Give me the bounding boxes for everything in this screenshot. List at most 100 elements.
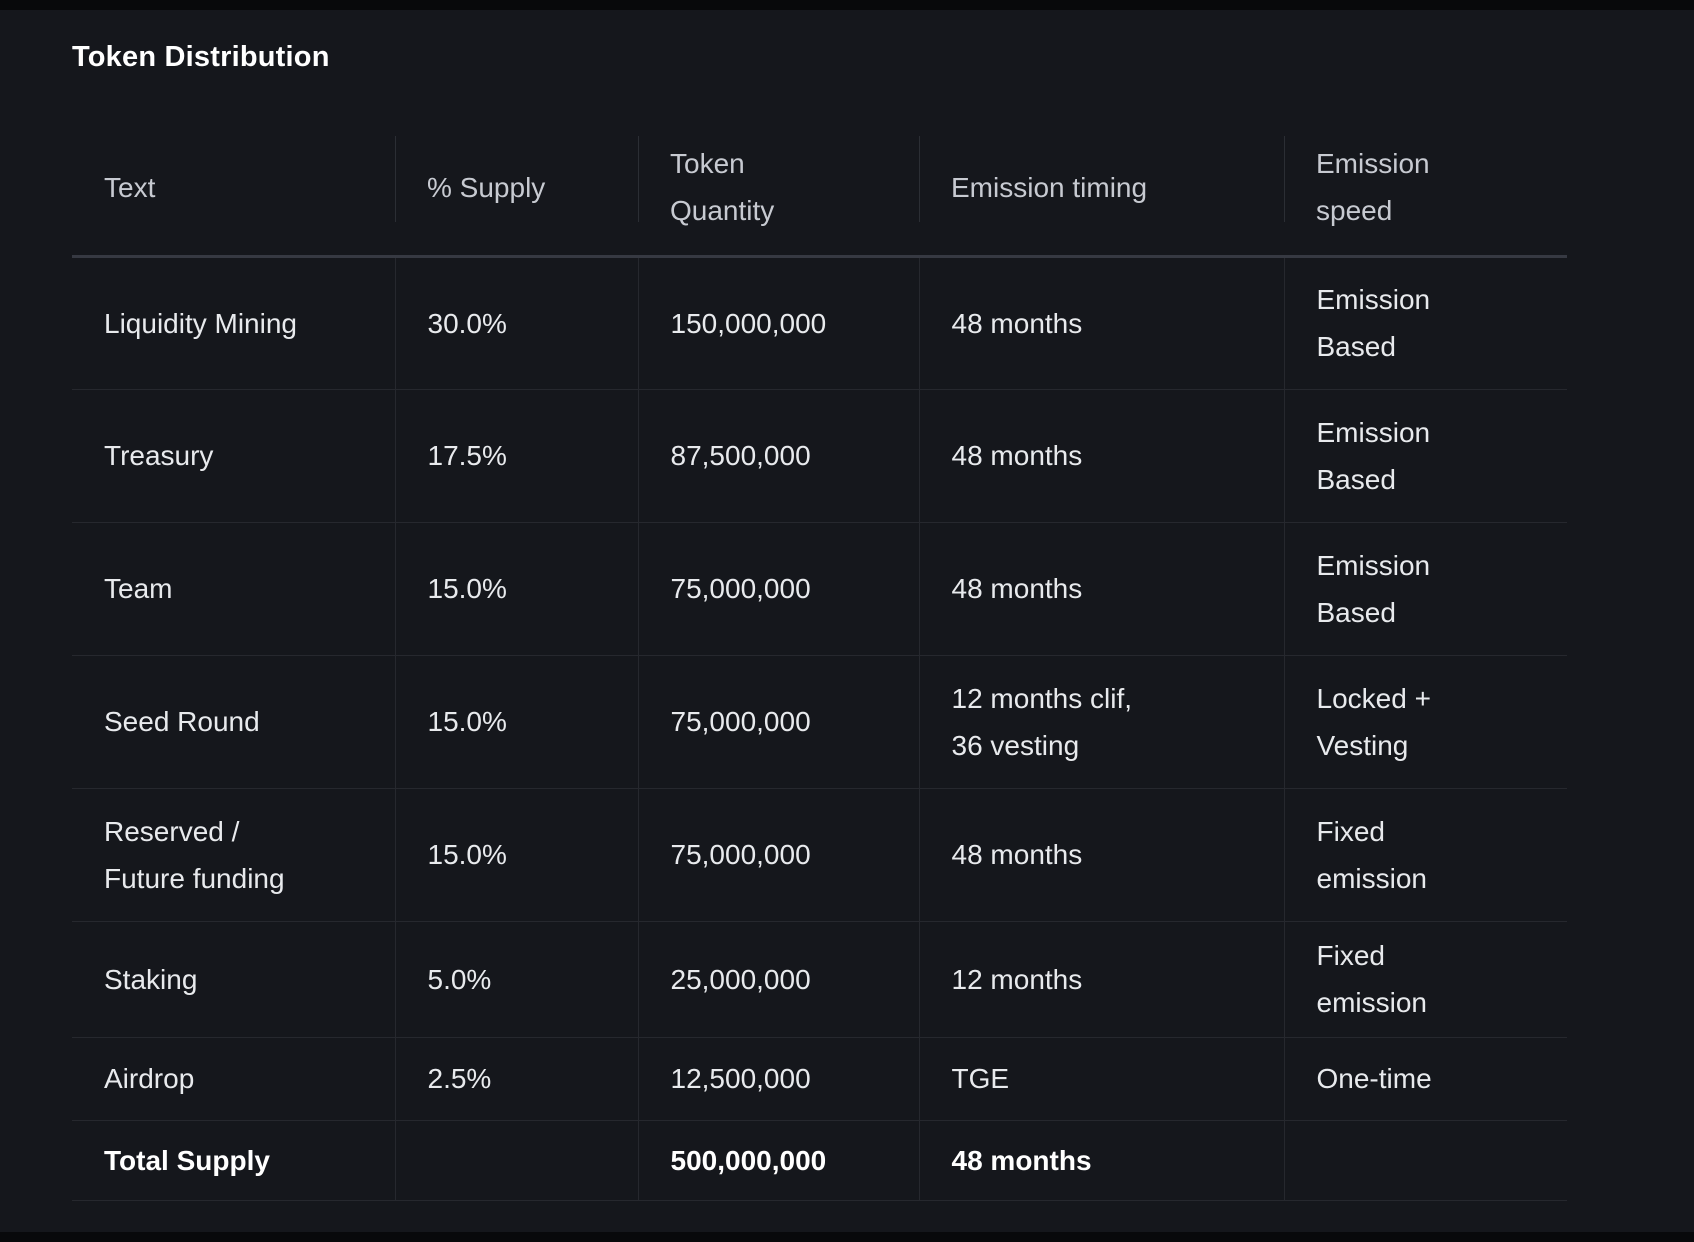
cell-value: Locked + Vesting	[1316, 682, 1431, 761]
cell-value: 87,500,000	[670, 440, 811, 471]
cell-value: Fixed emission	[1316, 940, 1427, 1018]
cell-token-quantity: 500,000,000	[637, 1120, 919, 1200]
cell-emission-timing: TGE	[918, 1037, 1284, 1120]
cell-value: Team	[104, 573, 173, 604]
table-row-team: Team 15.0% 75,000,000 48 months Emission…	[72, 522, 1567, 655]
table-header-row: Text % Supply Token Quantity Emission ti…	[72, 120, 1567, 256]
cell-emission-speed: Emission Based	[1283, 256, 1567, 389]
cell-emission-timing: 48 months	[918, 522, 1284, 655]
cell-value: 25,000,000	[670, 963, 811, 995]
cell-value: 48 months	[951, 573, 1083, 604]
table-row-treasury: Treasury 17.5% 87,500,000 48 months Emis…	[72, 389, 1567, 522]
cell-supply-percent: 15.0%	[394, 522, 638, 655]
cell-value: Total Supply	[104, 1144, 270, 1176]
cell-allocation-name: Airdrop	[72, 1037, 395, 1120]
cell-value: 75,000,000	[670, 706, 811, 737]
cell-allocation-name: Team	[72, 522, 395, 655]
column-header-emission-speed: Emission speed	[1284, 120, 1567, 256]
cell-value: Emission Based	[1316, 284, 1431, 362]
cell-value: 30.0%	[427, 307, 507, 339]
cell-supply-percent: 17.5%	[394, 389, 638, 522]
cell-supply-percent: 30.0%	[394, 256, 638, 389]
token-distribution-page: Token Distribution Text % Supply Token Q…	[72, 41, 1567, 1201]
token-distribution-table: Text % Supply Token Quantity Emission ti…	[72, 120, 1567, 1201]
cell-emission-speed: Emission Based	[1283, 389, 1567, 522]
cell-value: 12 months clif, 36 vesting	[951, 682, 1133, 761]
cell-emission-timing: 48 months	[918, 1120, 1284, 1200]
cell-value: Staking	[104, 963, 198, 995]
cell-allocation-name: Total Supply	[72, 1120, 395, 1200]
table-row-airdrop: Airdrop 2.5% 12,500,000 TGE One-time	[72, 1037, 1567, 1120]
cell-value: TGE	[951, 1063, 1010, 1094]
cell-value: 12,500,000	[670, 1063, 811, 1094]
cell-emission-speed: One-time	[1283, 1037, 1567, 1120]
column-header-label: Emission timing	[951, 171, 1148, 203]
cell-value: 15.0%	[427, 839, 507, 870]
cell-supply-percent: 15.0%	[394, 655, 638, 788]
cell-value: 15.0%	[427, 573, 507, 604]
cell-emission-timing: 12 months	[918, 921, 1284, 1037]
cell-value: One-time	[1316, 1063, 1432, 1094]
cell-value: 48 months	[951, 440, 1083, 471]
table-row-seed-round: Seed Round 15.0% 75,000,000 12 months cl…	[72, 655, 1567, 788]
cell-value: 2.5%	[427, 1063, 492, 1094]
cell-value: Emission Based	[1316, 549, 1431, 628]
cell-value: Seed Round	[104, 706, 260, 737]
cell-emission-speed: Locked + Vesting	[1283, 655, 1567, 788]
cell-value: Reserved / Future funding	[104, 815, 285, 894]
cell-emission-timing: 12 months clif, 36 vesting	[918, 655, 1284, 788]
cell-supply-percent	[394, 1120, 638, 1200]
cell-value: 75,000,000	[670, 839, 811, 870]
cell-emission-speed: Fixed emission	[1283, 788, 1567, 921]
bottom-edge-strip	[0, 1232, 1694, 1242]
table-row-staking: Staking 5.0% 25,000,000 12 months Fixed …	[72, 921, 1567, 1037]
cell-value: Emission Based	[1316, 416, 1431, 495]
column-header-label: Token Quantity	[670, 148, 775, 227]
cell-allocation-name: Staking	[72, 921, 395, 1037]
page-title: Token Distribution	[72, 41, 330, 73]
column-header-label: Text	[104, 171, 156, 203]
column-header-emission-timing: Emission timing	[919, 120, 1284, 256]
cell-value: 48 months	[951, 307, 1083, 339]
cell-token-quantity: 87,500,000	[637, 389, 919, 522]
table-row-liquidity-mining: Liquidity Mining 30.0% 150,000,000 48 mo…	[72, 256, 1567, 389]
cell-value: 15.0%	[427, 706, 507, 737]
cell-allocation-name: Seed Round	[72, 655, 395, 788]
cell-emission-speed: Fixed emission	[1283, 921, 1567, 1037]
top-edge-strip	[0, 0, 1694, 10]
cell-emission-speed	[1283, 1120, 1567, 1200]
cell-value: 150,000,000	[670, 307, 827, 339]
cell-value: Liquidity Mining	[104, 307, 297, 339]
cell-emission-timing: 48 months	[918, 389, 1284, 522]
cell-supply-percent: 2.5%	[394, 1037, 638, 1120]
column-header-label: Emission speed	[1316, 148, 1430, 227]
cell-value: 48 months	[951, 839, 1083, 870]
cell-emission-timing: 48 months	[918, 788, 1284, 921]
table-row-reserved-future-funding: Reserved / Future funding 15.0% 75,000,0…	[72, 788, 1567, 921]
cell-value: 17.5%	[427, 440, 507, 471]
column-header-label: % Supply	[427, 171, 546, 203]
cell-allocation-name: Reserved / Future funding	[72, 788, 395, 921]
cell-value: 48 months	[951, 1144, 1092, 1176]
cell-token-quantity: 75,000,000	[637, 655, 919, 788]
cell-token-quantity: 12,500,000	[637, 1037, 919, 1120]
cell-supply-percent: 15.0%	[394, 788, 638, 921]
cell-value: 12 months	[951, 963, 1083, 995]
cell-value: 75,000,000	[670, 573, 811, 604]
cell-allocation-name: Liquidity Mining	[72, 256, 395, 389]
cell-token-quantity: 75,000,000	[637, 522, 919, 655]
column-header-token-quantity: Token Quantity	[638, 120, 919, 256]
cell-value: Treasury	[104, 440, 214, 471]
cell-emission-speed: Emission Based	[1283, 522, 1567, 655]
cell-value: 500,000,000	[670, 1144, 827, 1176]
column-header-text: Text	[72, 120, 395, 256]
cell-token-quantity: 75,000,000	[637, 788, 919, 921]
cell-value: Fixed emission	[1316, 815, 1427, 894]
column-header-supply-percent: % Supply	[395, 120, 638, 256]
cell-emission-timing: 48 months	[918, 256, 1284, 389]
table-row-total-supply: Total Supply 500,000,000 48 months	[72, 1120, 1567, 1200]
cell-supply-percent: 5.0%	[394, 921, 638, 1037]
cell-token-quantity: 150,000,000	[637, 256, 919, 389]
cell-value: 5.0%	[427, 963, 492, 995]
cell-allocation-name: Treasury	[72, 389, 395, 522]
